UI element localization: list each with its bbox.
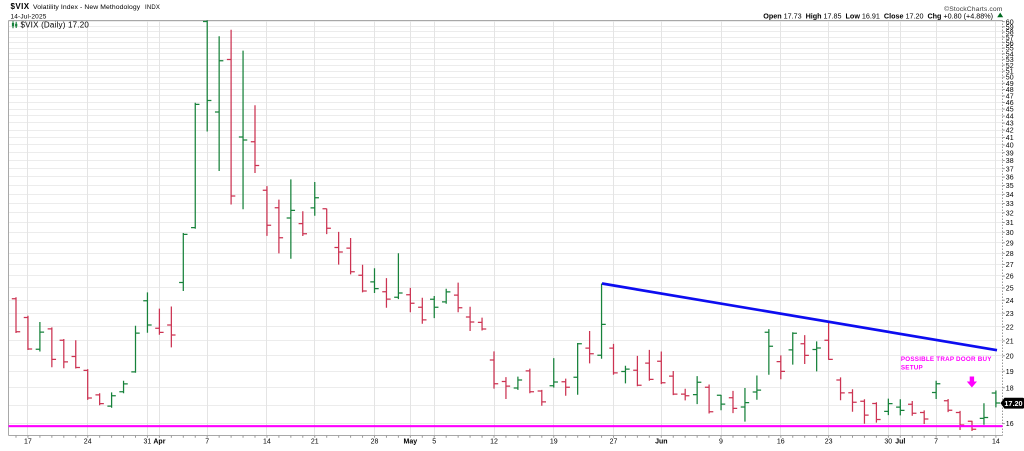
- svg-text:55: 55: [1006, 46, 1014, 53]
- svg-text:57: 57: [1006, 35, 1014, 42]
- svg-text:59: 59: [1006, 24, 1014, 31]
- svg-text:$VIX: $VIX: [11, 2, 30, 11]
- svg-text:28: 28: [371, 438, 379, 445]
- svg-text:60: 60: [1006, 19, 1014, 26]
- svg-text:30: 30: [1006, 230, 1014, 237]
- svg-text:12: 12: [490, 438, 498, 445]
- svg-text:$VIX (Daily) 17.20: $VIX (Daily) 17.20: [21, 21, 90, 30]
- svg-text:28: 28: [1006, 251, 1014, 258]
- svg-text:18: 18: [1006, 385, 1014, 392]
- svg-text:31: 31: [144, 438, 152, 445]
- svg-text:Volatility Index - New Methodo: Volatility Index - New Methodology: [33, 4, 141, 11]
- svg-text:24: 24: [1006, 298, 1014, 305]
- svg-text:46: 46: [1006, 100, 1014, 107]
- svg-text:POSSIBLE TRAP DOOR BUY: POSSIBLE TRAP DOOR BUY: [901, 356, 992, 363]
- svg-text:48: 48: [1006, 87, 1014, 94]
- svg-text:14-Jul-2025: 14-Jul-2025: [11, 13, 47, 20]
- svg-text:14: 14: [263, 438, 271, 445]
- svg-text:56: 56: [1006, 40, 1014, 47]
- svg-text:INDX: INDX: [145, 5, 160, 11]
- svg-text:21: 21: [311, 438, 319, 445]
- svg-text:32: 32: [1006, 210, 1014, 217]
- svg-text:54: 54: [1006, 51, 1014, 58]
- svg-text:16: 16: [777, 438, 785, 445]
- svg-text:41: 41: [1006, 135, 1014, 142]
- svg-text:25: 25: [1006, 286, 1014, 293]
- svg-text:31: 31: [1006, 220, 1014, 227]
- svg-text:47: 47: [1006, 94, 1014, 101]
- svg-text:29: 29: [1006, 240, 1014, 247]
- svg-text:22: 22: [1006, 324, 1014, 331]
- svg-text:7: 7: [934, 438, 938, 445]
- svg-text:43: 43: [1006, 121, 1014, 128]
- svg-text:5: 5: [432, 438, 436, 445]
- svg-text:44: 44: [1006, 114, 1014, 121]
- svg-text:7: 7: [205, 438, 209, 445]
- svg-text:45: 45: [1006, 107, 1014, 114]
- svg-text:30: 30: [884, 438, 892, 445]
- svg-text:17: 17: [24, 438, 32, 445]
- svg-text:Jul: Jul: [895, 438, 905, 445]
- svg-text:9: 9: [719, 438, 723, 445]
- svg-text:42: 42: [1006, 128, 1014, 135]
- svg-text:33: 33: [1006, 201, 1014, 208]
- svg-text:40: 40: [1006, 143, 1014, 150]
- svg-text:58: 58: [1006, 30, 1014, 37]
- svg-text:20: 20: [1006, 353, 1014, 360]
- svg-text:19: 19: [1006, 369, 1014, 376]
- svg-text:21: 21: [1006, 339, 1014, 346]
- svg-text:27: 27: [1006, 262, 1014, 269]
- svg-text:Open 17.73 High 17.85 Low 16.9: Open 17.73 High 17.85 Low 16.91 Close 17…: [763, 11, 993, 20]
- svg-text:SETUP: SETUP: [901, 365, 923, 372]
- svg-text:23: 23: [1006, 311, 1014, 318]
- svg-text:24: 24: [84, 438, 92, 445]
- svg-text:27: 27: [610, 438, 618, 445]
- svg-text:34: 34: [1006, 192, 1014, 199]
- svg-text:52: 52: [1006, 63, 1014, 70]
- svg-text:49: 49: [1006, 81, 1014, 88]
- svg-text:Apr: Apr: [153, 438, 165, 445]
- svg-text:17.20: 17.20: [1004, 399, 1022, 408]
- svg-text:37: 37: [1006, 166, 1014, 173]
- svg-text:35: 35: [1006, 183, 1014, 190]
- svg-text:39: 39: [1006, 150, 1014, 157]
- svg-text:14: 14: [992, 438, 1000, 445]
- svg-text:38: 38: [1006, 158, 1014, 165]
- svg-text:23: 23: [825, 438, 833, 445]
- svg-text:26: 26: [1006, 274, 1014, 281]
- svg-text:53: 53: [1006, 57, 1014, 64]
- svg-text:50: 50: [1006, 75, 1014, 82]
- svg-text:19: 19: [550, 438, 558, 445]
- svg-text:51: 51: [1006, 69, 1014, 76]
- svg-text:©StockCharts.com: ©StockCharts.com: [944, 5, 1003, 13]
- svg-text:May: May: [403, 438, 417, 445]
- svg-text:Jun: Jun: [655, 438, 667, 445]
- svg-text:36: 36: [1006, 175, 1014, 182]
- svg-text:16: 16: [1006, 421, 1014, 428]
